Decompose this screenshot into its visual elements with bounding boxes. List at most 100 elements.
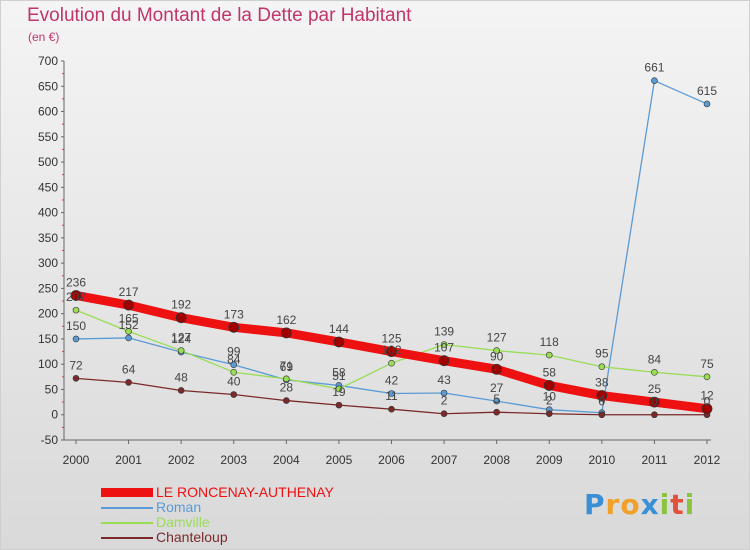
data-point <box>386 346 397 357</box>
data-point <box>230 368 238 376</box>
logo-letter: x <box>640 488 660 521</box>
chart-title: Evolution du Montant de la Dette par Hab… <box>27 5 412 26</box>
data-point <box>72 335 80 343</box>
x-tick-label: 2004 <box>273 453 300 467</box>
data-label: 615 <box>697 84 717 98</box>
data-label: 51 <box>332 369 346 383</box>
data-label: 40 <box>227 375 241 389</box>
data-point <box>440 410 448 418</box>
legend-label: Damville <box>156 514 210 530</box>
data-point <box>703 373 711 381</box>
y-tick-label: 100 <box>38 357 58 371</box>
legend-swatch <box>101 488 153 497</box>
data-point <box>123 299 134 311</box>
x-tick-label: 2011 <box>642 453 668 467</box>
data-label: 207 <box>66 290 86 304</box>
data-label: 144 <box>329 322 349 336</box>
data-point <box>70 290 82 301</box>
data-point <box>649 396 660 408</box>
data-label: 48 <box>174 370 188 384</box>
data-label: 75 <box>700 357 714 371</box>
data-point <box>438 355 450 367</box>
data-point <box>491 363 503 375</box>
x-tick-label: 2008 <box>483 453 510 467</box>
x-tick-label: 2009 <box>536 453 563 467</box>
data-label: 0 <box>598 395 605 409</box>
data-label: 95 <box>595 347 609 361</box>
data-label: 43 <box>437 373 451 387</box>
data-label: 69 <box>280 360 294 374</box>
data-label: 661 <box>644 61 664 75</box>
data-point <box>283 397 290 404</box>
data-point <box>283 375 290 383</box>
data-label: 12 <box>700 389 714 403</box>
data-point <box>440 389 448 397</box>
data-label: 84 <box>648 352 662 366</box>
data-point <box>175 312 187 324</box>
legend-label: LE RONCENAY-AUTHENAY <box>156 484 334 500</box>
x-tick-label: 2006 <box>378 453 405 467</box>
data-point <box>598 411 606 419</box>
data-point <box>125 379 132 386</box>
data-point <box>493 347 500 354</box>
data-point <box>125 334 132 342</box>
data-label: 90 <box>490 349 504 363</box>
x-tick-label: 2005 <box>326 453 353 467</box>
y-tick-label: 250 <box>38 281 58 295</box>
logo-letter: o <box>620 488 641 521</box>
legend-label: Roman <box>156 499 202 515</box>
data-point <box>228 321 240 333</box>
data-label: 162 <box>276 313 296 327</box>
logo-letter: i <box>684 488 696 521</box>
data-point <box>125 328 132 335</box>
y-tick-label: 150 <box>38 332 58 346</box>
data-label: 152 <box>119 318 139 332</box>
y-tick-label: 400 <box>38 206 58 220</box>
data-label: 165 <box>119 311 139 325</box>
data-label: 127 <box>171 331 191 345</box>
data-point <box>333 336 345 348</box>
data-label: 127 <box>487 331 507 345</box>
data-label: 84 <box>227 352 241 366</box>
data-point <box>545 351 553 359</box>
data-point <box>493 408 500 416</box>
data-label: 150 <box>66 319 86 333</box>
data-label: 236 <box>66 275 86 289</box>
y-tick-label: -50 <box>41 433 59 447</box>
legend-swatch <box>101 506 153 509</box>
y-tick-label: 700 <box>38 54 58 68</box>
data-point <box>701 403 713 415</box>
data-point <box>280 327 292 339</box>
data-point <box>440 341 448 348</box>
data-label: 192 <box>171 298 191 312</box>
x-tick-label: 2012 <box>694 453 721 467</box>
data-label: 2 <box>441 394 448 408</box>
data-label: 28 <box>280 381 294 395</box>
y-tick-label: 600 <box>38 105 58 119</box>
data-label: 99 <box>227 345 241 359</box>
legend-swatch <box>101 521 153 524</box>
data-point <box>388 390 395 397</box>
data-point <box>598 363 606 371</box>
data-label: 125 <box>381 332 401 346</box>
data-point <box>335 385 343 393</box>
legend-label: Chanteloup <box>156 529 228 545</box>
data-label: 11 <box>385 389 398 403</box>
data-label: 0 <box>651 395 658 409</box>
data-point <box>596 390 608 401</box>
data-label: 118 <box>540 335 559 349</box>
y-tick-label: 200 <box>38 307 58 321</box>
x-tick-label: 2000 <box>63 453 90 467</box>
data-label: 10 <box>543 390 557 404</box>
data-label: 2 <box>546 394 553 408</box>
data-point <box>72 306 80 314</box>
data-label: 72 <box>69 358 83 372</box>
y-tick-label: 350 <box>38 231 58 245</box>
legend-swatch <box>101 536 153 539</box>
y-tick-label: 550 <box>38 130 58 144</box>
data-point <box>651 368 658 376</box>
data-label: 71 <box>280 359 294 373</box>
data-label: 102 <box>381 343 401 357</box>
